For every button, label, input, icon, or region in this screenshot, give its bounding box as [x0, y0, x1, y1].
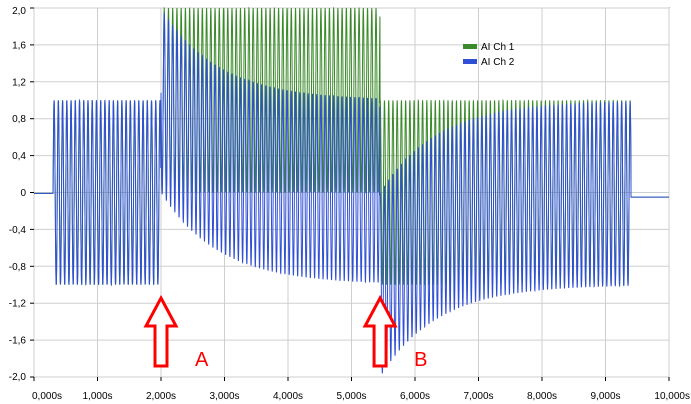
x-tick-label: 0,000s — [32, 391, 62, 402]
legend-swatch-ai-ch-1 — [463, 44, 477, 49]
legend: AI Ch 1 AI Ch 2 — [463, 42, 515, 68]
series-ai-ch-2-line — [34, 13, 669, 374]
annotation-label-a: A — [195, 349, 209, 371]
x-tick-label: 7,000s — [463, 391, 493, 402]
y-tick-label: -0,8 — [9, 262, 27, 273]
y-tick-label: 0,8 — [12, 114, 26, 125]
annotation-arrow-a — [143, 294, 179, 368]
y-tick-label: 1,6 — [12, 40, 26, 51]
x-tick-label: 8,000s — [527, 391, 557, 402]
x-tick-label: 5,000s — [336, 391, 366, 402]
y-axis: 2,0 1,6 1,2 0,8 0,4 0 -0,4 -0,8 -1,2 -1,6 -2,0 — [9, 6, 34, 383]
y-tick-label: -1,2 — [9, 299, 27, 310]
x-axis: 0,000s 1,000s 2,000s 3,000s 4,000s 5,000s 6,00… — [32, 377, 690, 402]
y-tick-label: -1,6 — [9, 336, 27, 347]
y-tick-label: 1,2 — [12, 77, 26, 88]
traces — [34, 6, 669, 374]
y-tick-label: 0,4 — [12, 151, 26, 162]
annotation-arrow-b — [362, 294, 398, 368]
y-tick-label: -2,0 — [9, 372, 27, 383]
x-tick-label: 6,000s — [400, 391, 430, 402]
x-tick-label: 3,000s — [209, 391, 239, 402]
x-tick-label: 4,000s — [273, 391, 303, 402]
legend-label-ai-ch-1: AI Ch 1 — [481, 42, 515, 53]
y-tick-label: -0,4 — [9, 225, 27, 236]
x-tick-label: 1,000s — [82, 391, 112, 402]
annotation-label-b: B — [414, 349, 427, 371]
x-tick-label: 2,000s — [146, 391, 176, 402]
y-tick-label: 2,0 — [12, 6, 26, 17]
x-tick-label: 9,000s — [590, 391, 620, 402]
x-tick-label: 10,000s — [654, 391, 690, 402]
legend-swatch-ai-ch-2 — [463, 59, 477, 64]
legend-label-ai-ch-2: AI Ch 2 — [481, 57, 515, 68]
y-tick-label: 0 — [20, 188, 26, 199]
